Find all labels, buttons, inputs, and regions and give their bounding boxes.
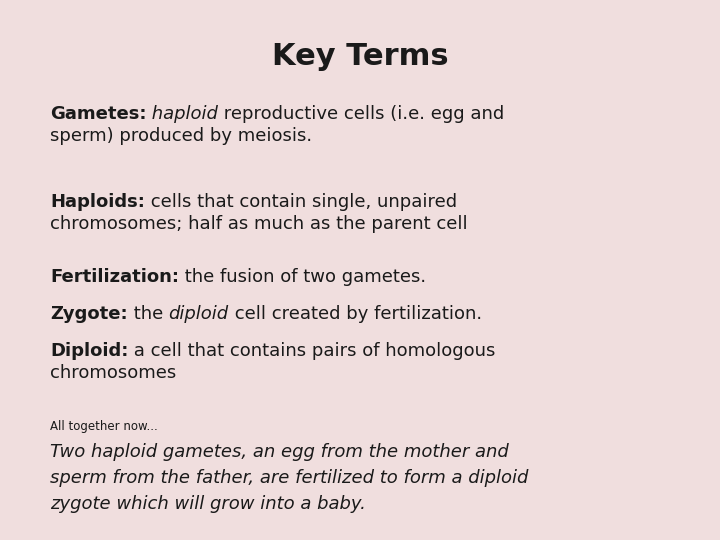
- Text: Key Terms: Key Terms: [271, 42, 449, 71]
- Text: All together now...: All together now...: [50, 420, 158, 433]
- Text: sperm from the father, are fertilized to form a diploid: sperm from the father, are fertilized to…: [50, 469, 528, 487]
- Text: zygote which will grow into a baby.: zygote which will grow into a baby.: [50, 495, 366, 513]
- Text: Two haploid gametes, an egg from the mother and: Two haploid gametes, an egg from the mot…: [50, 443, 509, 461]
- Text: Fertilization:: Fertilization:: [50, 268, 179, 286]
- Text: sperm) produced by meiosis.: sperm) produced by meiosis.: [50, 127, 312, 145]
- Text: chromosomes; half as much as the parent cell: chromosomes; half as much as the parent …: [50, 215, 467, 233]
- Text: the: the: [127, 305, 168, 323]
- Text: the fusion of two gametes.: the fusion of two gametes.: [179, 268, 426, 286]
- Text: Diploid:: Diploid:: [50, 342, 128, 360]
- Text: Haploids:: Haploids:: [50, 193, 145, 211]
- Text: reproductive cells (i.e. egg and: reproductive cells (i.e. egg and: [218, 105, 505, 123]
- Text: chromosomes: chromosomes: [50, 364, 176, 382]
- Text: diploid: diploid: [168, 305, 229, 323]
- Text: cells that contain single, unpaired: cells that contain single, unpaired: [145, 193, 457, 211]
- Text: Zygote:: Zygote:: [50, 305, 127, 323]
- Text: cell created by fertilization.: cell created by fertilization.: [229, 305, 482, 323]
- Text: haploid: haploid: [146, 105, 218, 123]
- Text: a cell that contains pairs of homologous: a cell that contains pairs of homologous: [128, 342, 496, 360]
- Text: Gametes:: Gametes:: [50, 105, 146, 123]
